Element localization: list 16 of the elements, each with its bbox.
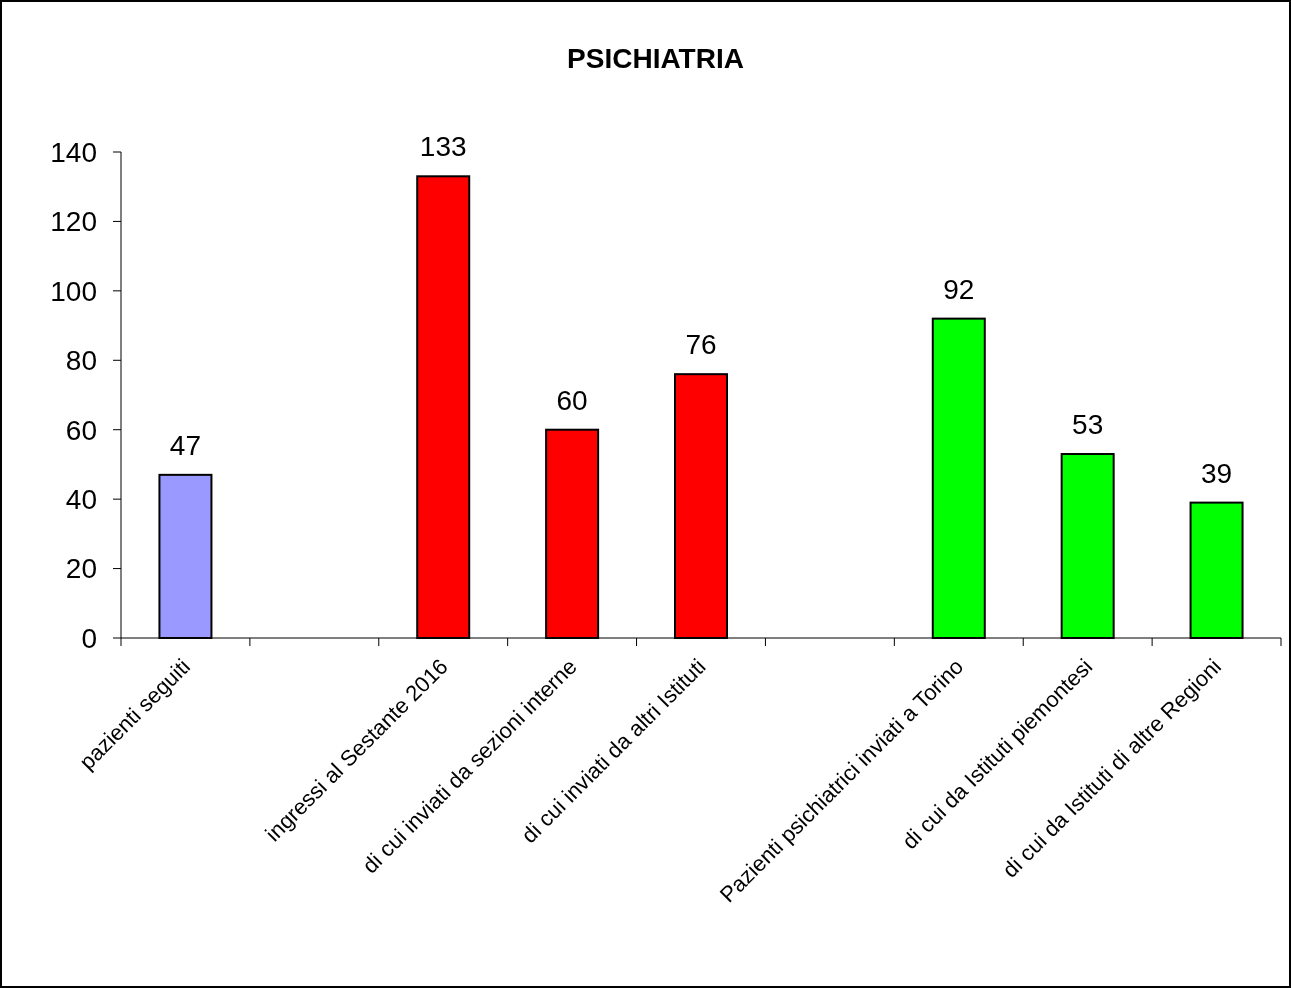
data-label: 60 (556, 384, 588, 416)
data-label: 92 (943, 273, 975, 305)
data-label: 53 (1072, 409, 1104, 441)
y-tick-label: 140 (50, 136, 97, 168)
data-label: 76 (685, 329, 717, 361)
y-tick-label: 120 (50, 206, 97, 238)
y-tick-label: 60 (65, 414, 97, 446)
chart-title: PSICHIATRIA (567, 43, 744, 74)
y-tick-label: 40 (65, 483, 97, 515)
data-label: 47 (169, 429, 202, 461)
data-label: 39 (1200, 457, 1233, 489)
y-tick-label: 20 (65, 553, 97, 585)
data-label: 133 (419, 131, 467, 163)
y-tick-label: 80 (65, 345, 97, 377)
y-tick-label: 100 (50, 275, 97, 307)
y-tick-label: 0 (81, 622, 97, 654)
